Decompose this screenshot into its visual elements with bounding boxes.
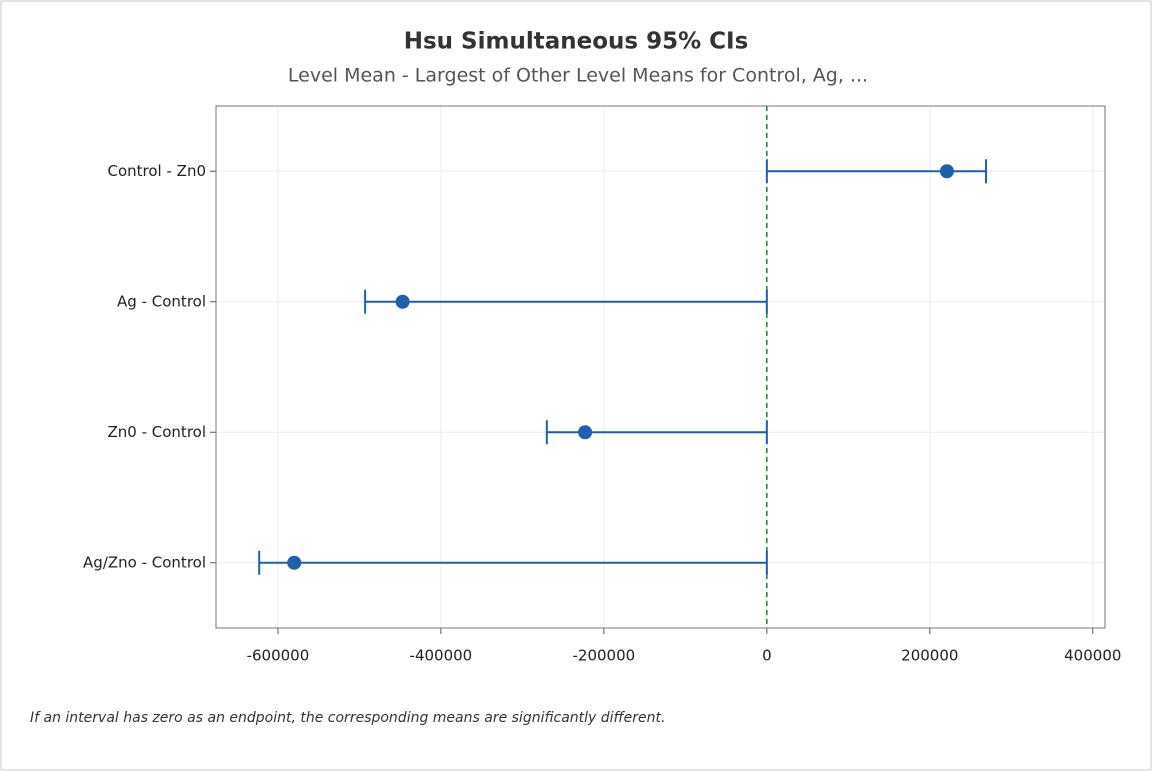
x-tick-label: 0 (762, 647, 772, 665)
x-tick-label: -400000 (410, 647, 473, 665)
mean-point (287, 555, 302, 570)
chart-title: Hsu Simultaneous 95% CIs (404, 29, 749, 55)
mean-point (395, 294, 410, 309)
y-tick-label: Control - Zn0 (108, 162, 207, 180)
plot-frame (215, 105, 1106, 629)
x-tick-label: -200000 (573, 647, 636, 665)
y-tick-label: Zn0 - Control (108, 423, 207, 441)
mean-point (939, 164, 954, 179)
chart-subtitle: Level Mean - Largest of Other Level Mean… (288, 65, 868, 87)
x-tick-label: 200000 (901, 647, 958, 665)
y-tick-label: Ag - Control (117, 292, 206, 310)
x-tick-label: -600000 (247, 647, 310, 665)
footnote: If an interval has zero as an endpoint, … (30, 710, 666, 726)
mean-point (578, 425, 593, 440)
x-tick-label: 400000 (1064, 647, 1121, 665)
y-tick-label: Ag/Zno - Control (83, 553, 206, 571)
